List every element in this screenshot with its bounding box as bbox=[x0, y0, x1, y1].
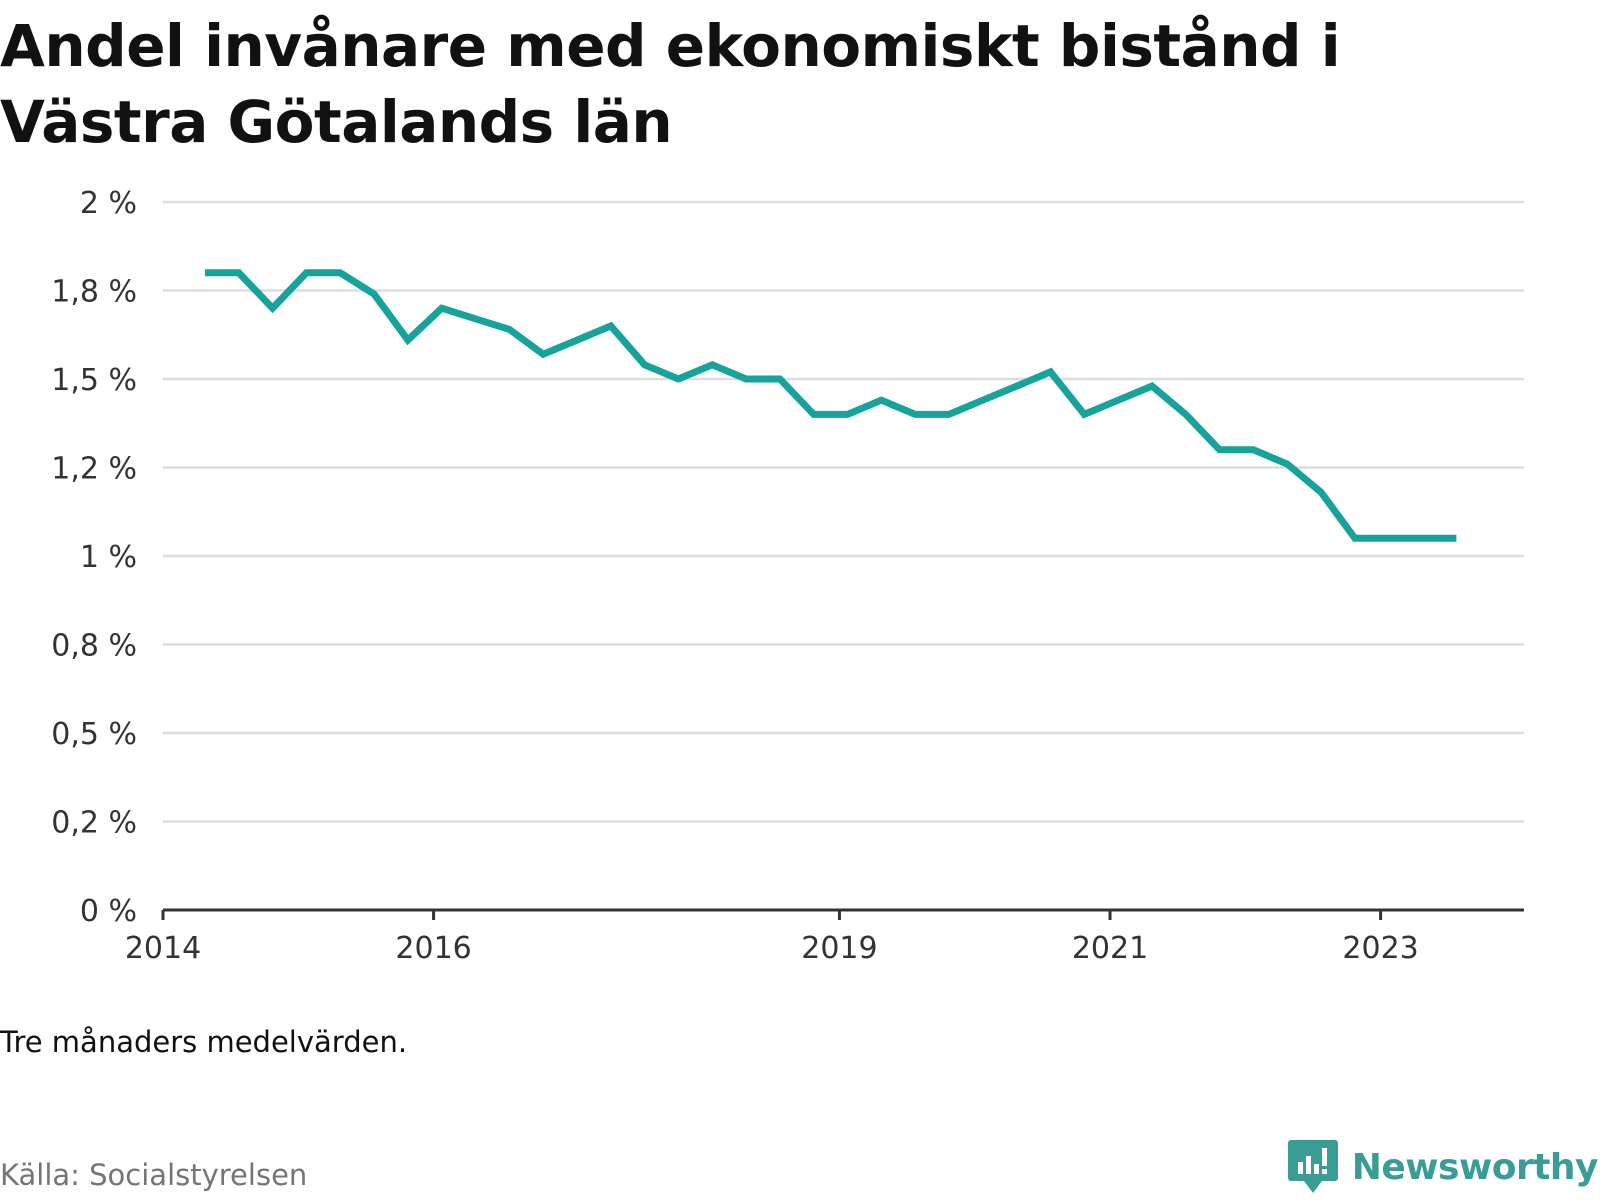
line-chart: 0 %0,2 %0,5 %0,8 %1 %1,2 %1,5 %1,8 %2 % … bbox=[51, 186, 1524, 966]
chart-source: Källa: Socialstyrelsen bbox=[0, 1158, 308, 1192]
y-tick-label: 1,8 % bbox=[51, 275, 137, 310]
y-axis-tick-labels: 0 % 0,2 % 0,5 % 0,8 % 1 % 1,2 % 1,5 % 1,8 % 2 % bbox=[51, 186, 137, 929]
y-tick-label: 1 % bbox=[80, 540, 137, 575]
series-points bbox=[204, 272, 1457, 539]
y-tick-label: 0,2 % bbox=[51, 806, 137, 841]
x-tick-label: 2014 bbox=[125, 931, 201, 966]
y-tick-label: 1,2 % bbox=[51, 452, 137, 487]
brand-name: Newsworthy bbox=[1351, 1146, 1599, 1188]
x-tick-label: 2023 bbox=[1342, 931, 1418, 966]
y-tick-label: 0 % bbox=[80, 894, 137, 929]
x-tick-label: 2019 bbox=[801, 931, 877, 966]
x-tick-label: 2016 bbox=[395, 931, 471, 966]
y-tick-label: 2 % bbox=[80, 186, 137, 221]
series-line bbox=[204, 269, 1457, 542]
brand-logo: Newsworthy bbox=[1287, 1140, 1599, 1194]
gridlines bbox=[163, 200, 1524, 823]
newsworthy-logo-icon bbox=[1287, 1140, 1338, 1193]
x-axis-ticks: 2014 2016 2019 2021 2023 bbox=[125, 910, 1419, 966]
chart-note: Tre månaders medelvärden. bbox=[0, 1025, 408, 1059]
x-tick-label: 2021 bbox=[1072, 931, 1148, 966]
y-tick-label: 1,5 % bbox=[51, 363, 137, 398]
chart-title: Andel invånare med ekonomiskt bistånd i … bbox=[0, 12, 1341, 156]
y-tick-label: 0,8 % bbox=[51, 629, 137, 664]
y-tick-label: 0,5 % bbox=[51, 717, 137, 752]
